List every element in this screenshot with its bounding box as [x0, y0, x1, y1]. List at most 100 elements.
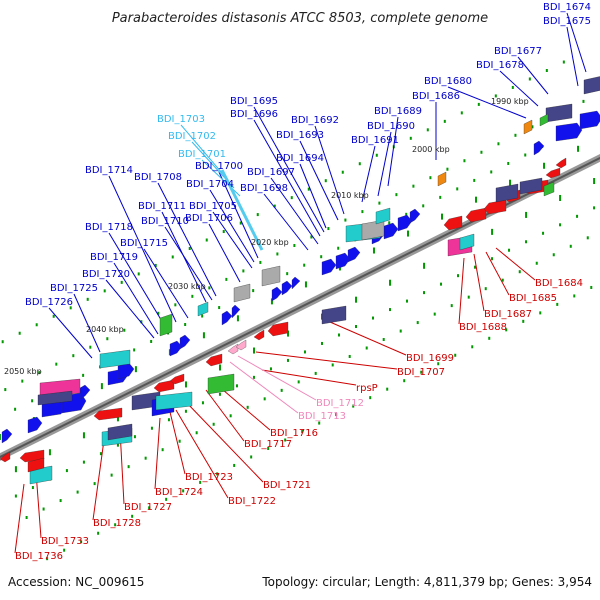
scale-tick — [372, 247, 375, 254]
track-dot — [423, 291, 426, 295]
track-dot — [365, 346, 368, 350]
track-dot — [514, 133, 517, 137]
gene-label: BDI_1674 — [543, 2, 591, 13]
track-dot — [405, 212, 408, 216]
track-dot — [235, 384, 238, 388]
gene-label: BDI_1687 — [484, 309, 532, 320]
gene-label: BDI_1684 — [535, 278, 583, 289]
track-dot — [106, 337, 109, 341]
track-dot — [150, 426, 153, 430]
track-dot — [439, 195, 442, 199]
forward-gene-arrow — [231, 304, 241, 319]
gene-label: BDI_1700 — [195, 161, 243, 172]
forward-gene-box — [523, 119, 533, 135]
scale-tick — [252, 347, 255, 354]
scale-tick — [559, 194, 562, 201]
scale-tick — [593, 178, 596, 185]
forward-gene-arrow — [397, 214, 413, 232]
track-dot — [386, 387, 389, 391]
track-dot — [250, 455, 253, 459]
track-dot — [440, 282, 443, 286]
track-dot — [429, 176, 432, 180]
track-dot — [31, 399, 34, 403]
track-dot — [437, 362, 440, 366]
gene-label: BDI_1697 — [247, 167, 295, 178]
scale-tick — [491, 228, 494, 235]
track-dot — [35, 323, 38, 327]
reverse-gene-box — [155, 391, 193, 411]
track-dot — [131, 514, 134, 518]
track-dot — [369, 396, 372, 400]
track-dot — [233, 463, 236, 467]
reverse-gene-arrow — [483, 199, 507, 215]
gene-label: BDI_1726 — [25, 297, 73, 308]
forward-gene-arrow — [533, 140, 545, 156]
forward-gene-arrow — [335, 252, 351, 270]
track-dot — [140, 320, 143, 324]
scale-tick — [236, 315, 239, 322]
track-dot — [474, 265, 477, 269]
gene-label: BDI_1718 — [85, 222, 133, 233]
scale-tick — [389, 279, 392, 286]
track-dot — [491, 257, 494, 261]
track-dot — [222, 230, 225, 234]
track-dot — [161, 448, 164, 452]
track-dot — [576, 214, 579, 218]
leader-line — [208, 223, 241, 283]
track-dot — [341, 170, 344, 174]
leader-line — [92, 439, 105, 521]
track-dot — [488, 336, 491, 340]
track-dot — [14, 407, 17, 411]
track-dot — [184, 323, 187, 327]
kbp-label: 2000 kbp — [412, 145, 450, 154]
scale-tick — [134, 366, 137, 373]
track-dot — [303, 350, 306, 354]
leader-line — [105, 279, 155, 339]
track-dot — [310, 235, 313, 239]
forward-gene-arrow — [347, 246, 361, 263]
track-dot — [280, 388, 283, 392]
track-dot — [165, 497, 168, 501]
track-dot — [463, 159, 466, 163]
leader-line — [517, 56, 549, 95]
forward-gene-arrow — [383, 222, 399, 240]
track-dot — [324, 179, 327, 183]
gene-label: BDI_1678 — [476, 60, 524, 71]
leader-line — [263, 193, 309, 251]
gene-label: BDI_1736 — [15, 551, 63, 562]
track-dot — [331, 363, 334, 367]
track-dot — [229, 414, 232, 418]
scale-tick — [14, 466, 17, 473]
reverse-gene-arrow — [253, 329, 265, 341]
leader-line — [377, 131, 392, 197]
leader-line — [499, 70, 539, 107]
scale-tick — [218, 364, 221, 371]
track-dot — [420, 370, 423, 374]
track-dot — [65, 469, 68, 473]
gene-label: BDI_1703 — [157, 114, 205, 125]
track-dot — [320, 341, 323, 345]
track-dot — [38, 371, 41, 375]
reverse-gene-arrow — [227, 343, 239, 355]
scale-tick — [577, 145, 580, 152]
track-dot — [590, 285, 593, 289]
gene-label: BDI_1699 — [406, 353, 454, 364]
track-dot — [354, 325, 357, 329]
forward-gene-arrow — [179, 334, 191, 350]
track-dot — [174, 303, 177, 307]
gene-label: BDI_1713 — [298, 411, 346, 422]
track-dot — [218, 306, 221, 310]
track-dot — [256, 213, 259, 217]
track-dot — [443, 119, 446, 123]
kbp-label: 2050 kbp — [4, 367, 42, 376]
forward-gene-box — [37, 390, 73, 406]
track-dot — [286, 358, 289, 362]
track-dot — [361, 210, 364, 214]
forward-gene-arrow — [79, 384, 91, 400]
track-dot — [348, 354, 351, 358]
forward-gene-arrow — [555, 122, 583, 142]
reverse-gene-arrow — [555, 157, 567, 169]
scale-tick — [509, 179, 512, 186]
track-dot — [399, 329, 402, 333]
gene-label: BDI_1701 — [178, 149, 226, 160]
